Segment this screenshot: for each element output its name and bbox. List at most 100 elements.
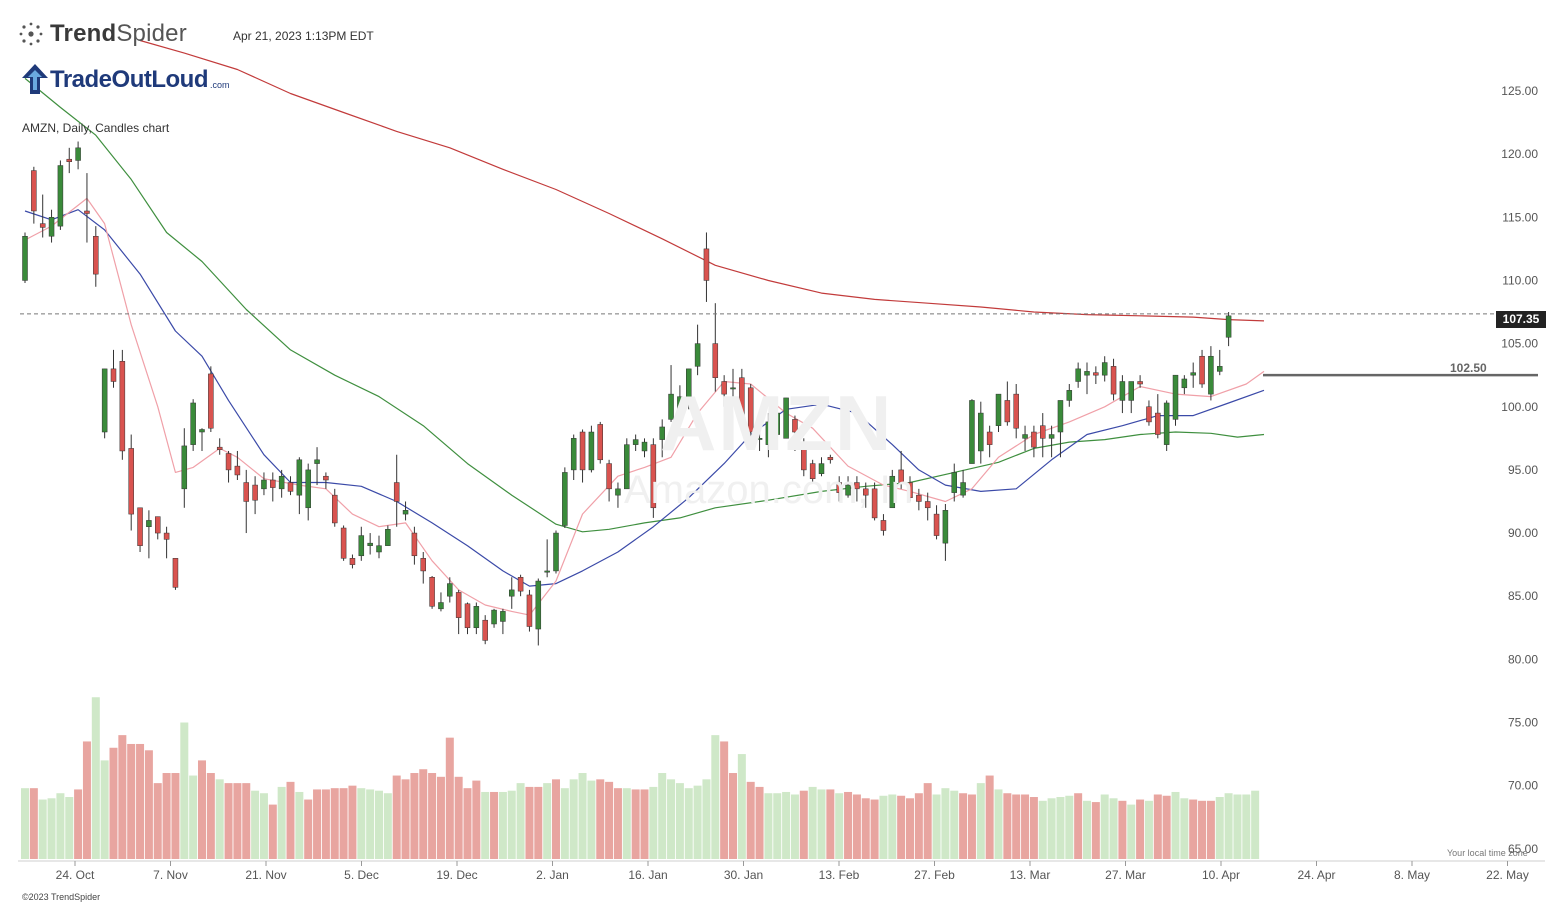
volume-bar: [180, 722, 189, 859]
volume-bar: [755, 786, 764, 859]
candle-body: [1217, 366, 1223, 372]
candle-body: [774, 412, 780, 435]
candle-body: [137, 507, 143, 546]
volume-bar: [1180, 798, 1189, 859]
candle-body: [1048, 434, 1055, 439]
candle: [588, 425, 595, 473]
volume-bar: [1021, 794, 1030, 859]
candle: [703, 232, 710, 302]
candle: [296, 457, 303, 515]
candle-body: [57, 165, 64, 227]
volume-bar: [525, 786, 534, 859]
candle: [1101, 356, 1108, 382]
candle-body: [880, 520, 887, 531]
candle-body: [181, 445, 188, 490]
volume-bar: [932, 794, 941, 859]
candle: [1057, 400, 1064, 458]
candle-body: [1075, 368, 1081, 382]
volume-bar: [746, 781, 755, 859]
x-tick-label: 13. Mar: [1010, 868, 1051, 882]
candle: [1110, 358, 1117, 401]
candle-body: [1066, 390, 1073, 401]
volume-bar: [189, 775, 198, 859]
candle: [544, 539, 550, 578]
candle: [323, 472, 329, 489]
candle: [393, 454, 400, 527]
candle-body: [287, 482, 294, 492]
moving-averages: [24, 39, 1265, 616]
candle: [31, 166, 37, 224]
candle-body: [659, 426, 665, 440]
volume-bar: [693, 785, 702, 859]
volume-bar: [242, 783, 251, 859]
candle-body: [402, 510, 409, 515]
candle: [261, 472, 267, 496]
candle: [101, 368, 108, 439]
candle: [978, 401, 984, 464]
candle-body: [411, 532, 418, 557]
volume-bar: [286, 781, 295, 859]
candle: [951, 463, 957, 502]
candle-body: [986, 431, 993, 445]
candle: [376, 535, 382, 559]
volume-bar: [976, 783, 985, 859]
tradeoutloud-logo: TradeOutLoud .com: [22, 64, 230, 94]
candle: [1075, 362, 1081, 388]
candle: [367, 533, 373, 555]
volume-bar: [463, 788, 472, 859]
chart-timestamp: Apr 21, 2023 1:13PM EDT: [233, 29, 374, 43]
candle-body: [482, 619, 488, 641]
volume-bar: [410, 773, 419, 859]
volume-bar: [428, 773, 437, 859]
sma50-line: [24, 77, 1265, 533]
candle-body: [1128, 381, 1134, 401]
volume-bar: [1144, 800, 1153, 859]
candle-body: [933, 513, 940, 536]
candle: [774, 406, 780, 445]
candle-body: [898, 469, 904, 483]
candle: [809, 459, 816, 483]
candle-body: [951, 472, 957, 493]
candle-body: [385, 529, 391, 546]
candle: [730, 368, 736, 401]
volume-bar: [1003, 793, 1012, 859]
candle-body: [694, 343, 701, 367]
candle: [500, 608, 506, 635]
volume-bar: [507, 790, 516, 859]
x-tick-label: 27. Mar: [1105, 868, 1146, 882]
volume-bar: [65, 797, 74, 859]
y-tick-label: 110.00: [1502, 273, 1538, 287]
candle: [270, 472, 276, 502]
candle-body: [128, 448, 134, 515]
copyright-text: ©2023 TrendSpider: [22, 892, 101, 902]
candle: [942, 504, 949, 561]
volume-bar: [339, 788, 348, 859]
candle-body: [924, 501, 931, 509]
volume-bar: [985, 775, 994, 859]
candle-body: [544, 570, 550, 573]
candle: [1190, 362, 1196, 388]
candle: [48, 209, 55, 243]
candle: [234, 450, 241, 481]
volume-bar: [1029, 797, 1038, 859]
volume-bar: [959, 793, 968, 859]
candle: [199, 428, 205, 451]
volume-bar: [206, 773, 215, 859]
candle-body: [703, 248, 710, 281]
x-tick-label: 16. Jan: [628, 868, 667, 882]
volume-bar: [1056, 797, 1065, 859]
candle-body: [1110, 366, 1117, 395]
chart-title: AMZN, Daily, Candles chart: [22, 121, 170, 135]
volume-bar: [1083, 800, 1091, 859]
volume-bar: [1047, 798, 1056, 859]
candle-body: [907, 482, 913, 498]
y-tick-label: 85.00: [1508, 589, 1538, 603]
candle-body: [792, 419, 798, 433]
candle: [163, 526, 170, 559]
volume-bar: [923, 783, 932, 859]
candle: [190, 399, 196, 451]
volume-bar: [684, 788, 693, 859]
volume-bar: [640, 789, 649, 859]
candle-body: [783, 397, 789, 439]
